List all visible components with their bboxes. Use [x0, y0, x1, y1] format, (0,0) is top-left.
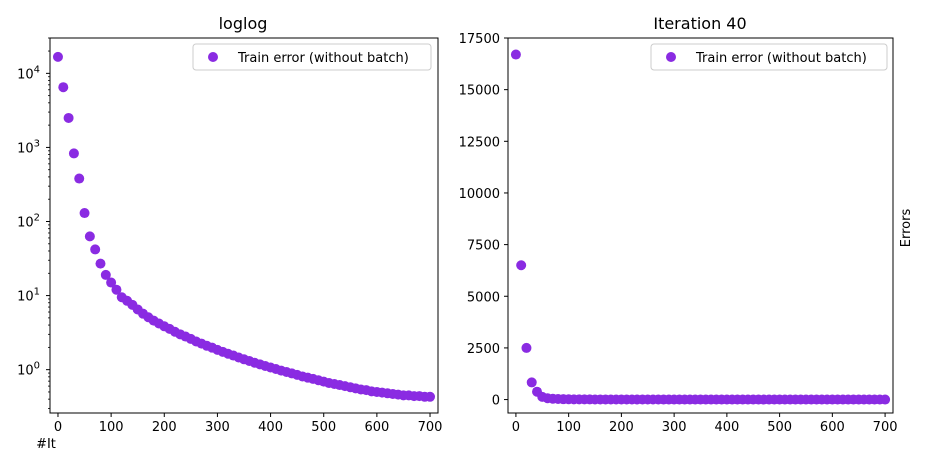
- y-axis-ticks: 0 2500 5000 7500 10000 12500 15000 17500: [459, 32, 508, 409]
- data-point: [106, 277, 117, 288]
- data-point: [79, 208, 90, 219]
- x-tick-label: 200: [609, 420, 634, 435]
- y-axis-label: Errors: [899, 209, 914, 248]
- data-point: [111, 284, 122, 295]
- legend[interactable]: Train error (without batch): [650, 43, 888, 71]
- x-tick-label: 700: [873, 420, 898, 435]
- data-point: [95, 258, 106, 269]
- y-axis-ticks: 100 101 102 103 104: [17, 37, 50, 409]
- legend-marker: [208, 52, 218, 62]
- x-tick-label: 300: [205, 420, 230, 435]
- data-point: [58, 82, 69, 93]
- x-tick-label: 500: [767, 420, 792, 435]
- x-axis-ticks: 0 100 200 300 400 500 600 700: [512, 413, 898, 435]
- x-tick-label: 100: [99, 420, 124, 435]
- data-point: [52, 51, 63, 62]
- y-tick-label: 5000: [467, 290, 500, 305]
- data-point: [68, 148, 79, 159]
- chart-title: loglog: [219, 14, 268, 33]
- x-tick-label: 700: [418, 420, 443, 435]
- x-tick-label: 600: [820, 420, 845, 435]
- legend-marker: [666, 52, 676, 62]
- x-tick-label: 500: [311, 420, 336, 435]
- y-tick-label: 100: [17, 361, 40, 379]
- y-tick-label: 102: [17, 213, 40, 231]
- chart-panel-iteration: Iteration 40 0 100 200 300 400 500 600 700 0 250…: [459, 14, 914, 435]
- y-tick-label: 10000: [459, 187, 500, 202]
- y-tick-label: 101: [17, 287, 40, 305]
- chart-title: Iteration 40: [653, 14, 746, 33]
- x-tick-label: 600: [364, 420, 389, 435]
- data-point: [526, 377, 537, 388]
- data-point: [90, 244, 101, 255]
- x-tick-label: 100: [556, 420, 581, 435]
- legend-label: Train error (without batch): [695, 51, 867, 66]
- x-tick-label: 200: [152, 420, 177, 435]
- data-point: [510, 49, 521, 60]
- x-tick-label: 0: [512, 420, 520, 435]
- y-tick-label: 104: [17, 64, 40, 82]
- scatter-series: [510, 49, 891, 405]
- data-point: [521, 342, 532, 353]
- scatter-series: [52, 51, 436, 402]
- plot-frame: [49, 37, 439, 414]
- data-point: [425, 391, 436, 402]
- chart-panel-loglog: loglog 0 100 200 300 400 500 600 700 1001011021…: [17, 14, 442, 452]
- data-point: [84, 231, 95, 242]
- legend-label: Train error (without batch): [237, 51, 409, 66]
- y-tick-label: 12500: [459, 135, 500, 150]
- y-tick-label: 103: [17, 138, 40, 156]
- data-point: [63, 112, 74, 123]
- data-point: [516, 260, 527, 271]
- x-tick-label: 400: [714, 420, 739, 435]
- y-tick-label: 15000: [459, 84, 500, 99]
- y-tick-label: 2500: [467, 342, 500, 357]
- x-axis-ticks: 0 100 200 300 400 500 600 700: [54, 413, 443, 435]
- x-tick-label: 300: [662, 420, 687, 435]
- y-tick-label: 7500: [467, 239, 500, 254]
- data-point: [100, 269, 111, 280]
- x-tick-label: 400: [258, 420, 283, 435]
- data-point: [74, 173, 85, 184]
- legend-box: [650, 43, 888, 71]
- x-axis-label: #It: [36, 437, 56, 452]
- legend-box: [192, 43, 432, 71]
- y-tick-label: 17500: [459, 32, 500, 47]
- data-point: [880, 394, 891, 405]
- plot-frame: [507, 37, 894, 414]
- x-tick-label: 0: [54, 420, 62, 435]
- legend[interactable]: Train error (without batch): [192, 43, 432, 71]
- y-tick-label: 0: [492, 394, 500, 409]
